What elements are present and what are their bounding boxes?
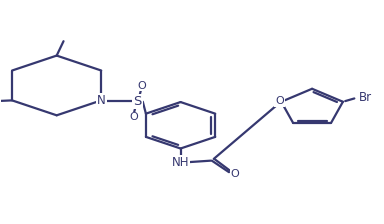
- Text: O: O: [275, 96, 284, 106]
- Text: S: S: [133, 95, 142, 108]
- Text: O: O: [231, 169, 240, 179]
- Text: Br: Br: [359, 91, 372, 104]
- Text: N: N: [97, 94, 106, 107]
- Text: NH: NH: [172, 156, 189, 169]
- Text: O: O: [137, 81, 146, 90]
- Text: O: O: [129, 112, 138, 123]
